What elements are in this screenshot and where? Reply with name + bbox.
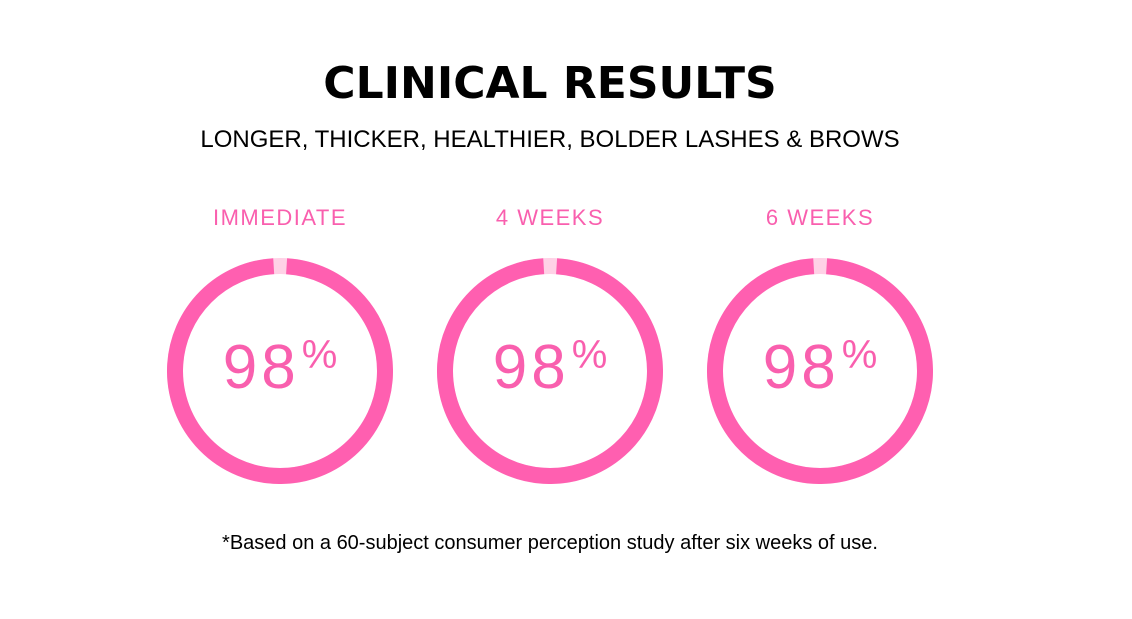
percent-sign: % <box>841 333 878 377</box>
stat-number: 98 <box>222 333 300 402</box>
progress-ring <box>437 258 663 484</box>
progress-ring-svg <box>707 258 933 484</box>
progress-ring <box>707 258 933 484</box>
page-subtitle: LONGER, THICKER, HEALTHIER, BOLDER LASHE… <box>200 126 900 153</box>
progress-ring <box>167 258 393 484</box>
stat-number: 98 <box>762 333 840 402</box>
progress-ring-svg <box>437 258 663 484</box>
percent-sign: % <box>301 333 338 377</box>
stat-value: 98% <box>430 335 670 399</box>
progress-ring-svg <box>167 258 393 484</box>
stat-label: IMMEDIATE <box>212 205 348 230</box>
footnote: *Based on a 60-subject consumer percepti… <box>222 532 878 554</box>
stat-label: 6 WEEKS <box>765 205 875 230</box>
progress-ring-fill <box>707 258 933 484</box>
stat-value: 98% <box>160 335 400 399</box>
percent-sign: % <box>571 333 608 377</box>
page-title: CLINICAL RESULTS <box>323 58 777 109</box>
stat-number: 98 <box>492 333 570 402</box>
stat-label: 4 WEEKS <box>495 205 605 230</box>
stat-value: 98% <box>700 335 940 399</box>
progress-ring-fill <box>437 258 663 484</box>
